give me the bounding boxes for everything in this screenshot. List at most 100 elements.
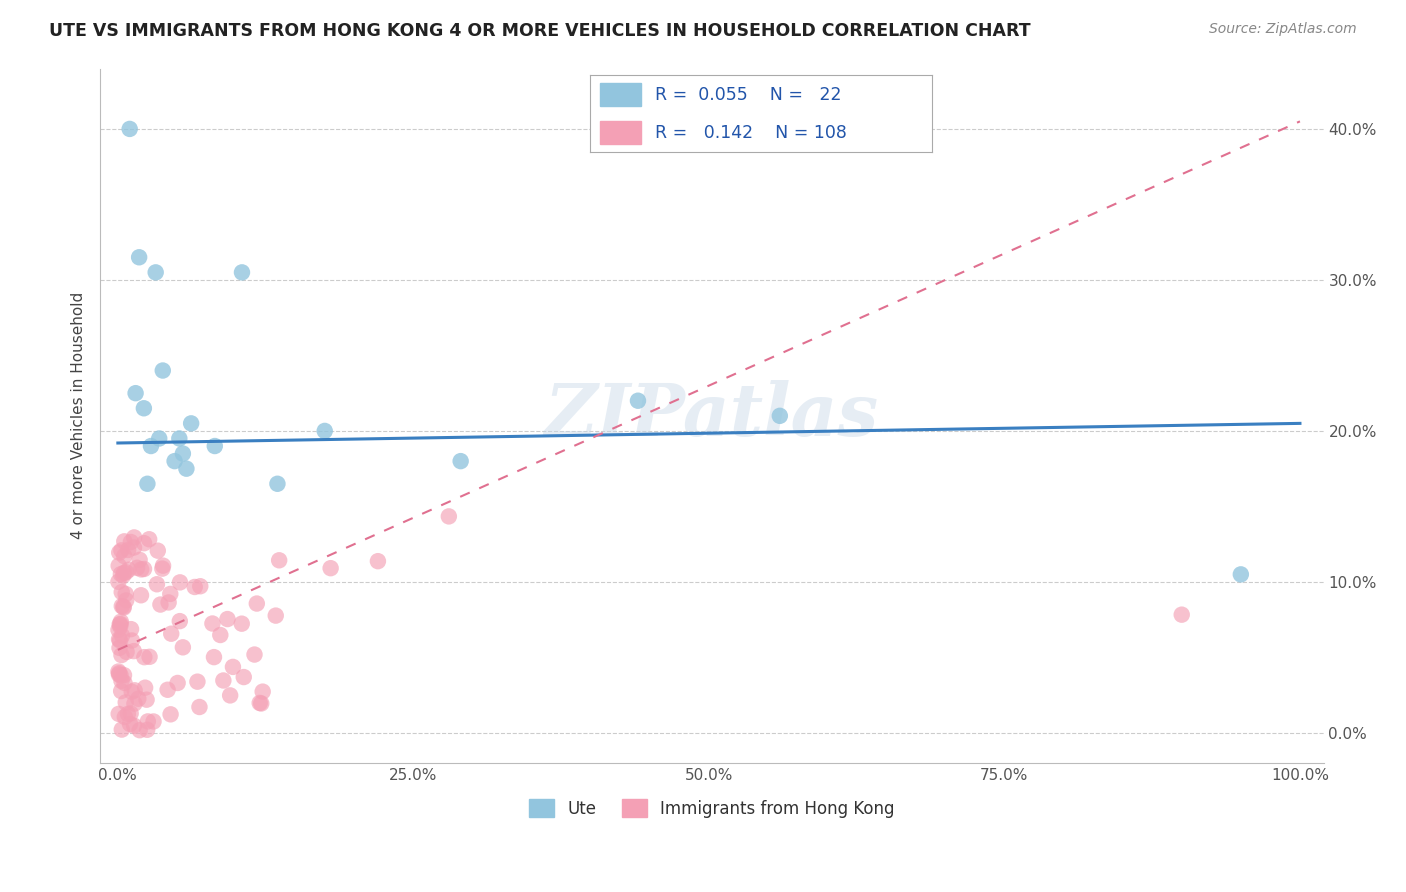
Text: ZIPatlas: ZIPatlas: [544, 380, 879, 451]
Point: [232, 670, 254, 684]
Point: [122, 644, 145, 658]
Point: [129, 562, 152, 576]
Point: [108, 632, 131, 647]
Point: [128, 723, 150, 738]
Point: [146, 577, 169, 591]
Point: [107, 665, 129, 679]
Point: [132, 562, 155, 576]
Point: [114, 676, 136, 690]
Point: [176, 461, 198, 475]
Point: [246, 597, 269, 611]
Point: [627, 393, 650, 408]
Point: [148, 432, 170, 446]
Point: [120, 706, 142, 721]
Point: [110, 616, 132, 631]
Point: [120, 535, 142, 549]
Point: [243, 648, 266, 662]
Point: [107, 558, 129, 573]
Point: [132, 536, 155, 550]
Point: [111, 723, 134, 737]
Point: [117, 706, 139, 721]
Point: [110, 615, 132, 629]
Text: Source: ZipAtlas.com: Source: ZipAtlas.com: [1209, 22, 1357, 37]
Point: [136, 714, 159, 729]
Point: [107, 706, 129, 721]
Point: [188, 700, 211, 714]
Point: [169, 614, 191, 628]
Point: [108, 633, 131, 648]
Point: [110, 648, 132, 662]
Point: [319, 561, 342, 575]
Point: [217, 612, 239, 626]
Point: [172, 640, 194, 655]
Point: [249, 696, 271, 710]
Point: [269, 553, 291, 567]
Point: [264, 608, 287, 623]
Point: [129, 588, 152, 602]
Point: [112, 549, 135, 563]
Point: [108, 617, 131, 632]
Point: [111, 585, 134, 599]
Point: [769, 409, 792, 423]
Point: [172, 446, 194, 460]
Point: [128, 553, 150, 567]
Point: [118, 563, 141, 577]
Point: [1230, 567, 1253, 582]
Point: [219, 689, 242, 703]
Point: [209, 628, 232, 642]
Point: [114, 695, 136, 709]
Point: [252, 684, 274, 698]
Point: [222, 660, 245, 674]
Point: [204, 439, 226, 453]
Point: [152, 363, 174, 377]
Point: [135, 692, 157, 706]
Point: [186, 674, 208, 689]
Point: [128, 250, 150, 264]
Point: [163, 454, 186, 468]
Text: UTE VS IMMIGRANTS FROM HONG KONG 4 OR MORE VEHICLES IN HOUSEHOLD CORRELATION CHA: UTE VS IMMIGRANTS FROM HONG KONG 4 OR MO…: [49, 22, 1031, 40]
Point: [108, 666, 131, 681]
Point: [188, 579, 211, 593]
Point: [156, 682, 179, 697]
Point: [1170, 607, 1192, 622]
Point: [110, 543, 132, 558]
Point: [314, 424, 336, 438]
Point: [132, 401, 155, 416]
Point: [108, 667, 131, 681]
Point: [111, 629, 134, 643]
Point: [108, 545, 131, 559]
Point: [110, 567, 132, 582]
Point: [157, 595, 180, 609]
Point: [114, 710, 136, 724]
Point: [124, 386, 146, 401]
Point: [134, 650, 156, 665]
Point: [122, 530, 145, 544]
Point: [437, 509, 460, 524]
Point: [149, 598, 172, 612]
Point: [152, 558, 174, 573]
Point: [146, 543, 169, 558]
Point: [138, 533, 160, 547]
Point: [112, 668, 135, 682]
Point: [145, 265, 167, 279]
Point: [108, 619, 131, 633]
Point: [201, 616, 224, 631]
Point: [110, 684, 132, 698]
Point: [231, 265, 253, 279]
Point: [138, 649, 160, 664]
Point: [169, 575, 191, 590]
Point: [183, 580, 205, 594]
Point: [136, 723, 159, 737]
Point: [112, 599, 135, 614]
Point: [180, 417, 202, 431]
Point: [112, 568, 135, 582]
Point: [115, 593, 138, 607]
Point: [112, 600, 135, 615]
Point: [107, 623, 129, 637]
Point: [450, 454, 472, 468]
Point: [124, 697, 146, 711]
Point: [110, 673, 132, 688]
Point: [231, 616, 253, 631]
Point: [118, 122, 141, 136]
Y-axis label: 4 or more Vehicles in Household: 4 or more Vehicles in Household: [72, 293, 86, 540]
